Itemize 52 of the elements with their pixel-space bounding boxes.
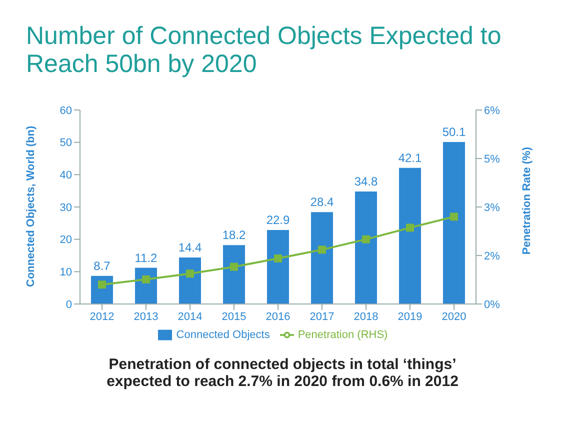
bar [267,230,289,304]
point [406,224,414,232]
bar [179,257,201,304]
y2-axis-title: Penetration Rate (%) [520,146,533,255]
y-tick-label: 0 [66,298,72,311]
legend-label: Connected Objects [176,328,270,341]
bar [355,191,377,304]
data-label: 8.7 [94,258,111,273]
x-tick-label: 2017 [310,310,334,323]
legend-label: Penetration (RHS) [298,328,388,341]
y-axis-title: Connected Objects, World (bn) [24,126,37,287]
chart-title: Number of Connected Objects Expected to Reach 50bn by 2020 [25,21,502,80]
point [186,270,194,278]
bar [399,168,421,304]
y2-tick-label: 2% [484,250,500,262]
y-tick-label: 50 [60,137,72,150]
text: Penetration of connected objects in total ‘things’ expected to reach 2.7% in 2020 from 0.6% in 2012 [106,356,460,390]
y-tick-label: 60 [60,104,72,117]
x-tick-label: 2015 [222,310,246,323]
x-tick-label: 2019 [398,310,422,323]
data-label: 50.1 [442,125,466,140]
point [230,262,238,271]
y2-tick-label: 6% [484,104,500,117]
y2-tick-label: 3% [484,202,500,214]
data-label: 34.8 [354,174,378,188]
bar [443,142,465,304]
y-tick-label: 30 [60,202,72,214]
data-label: 28.4 [310,195,334,210]
x-tick-label: 2014 [178,310,202,323]
x-tick-label: 2013 [134,310,158,323]
point [274,254,282,262]
data-label: 22.9 [266,212,290,227]
x-tick-label: 2012 [90,310,114,323]
y2-tick-label: 0% [484,298,500,311]
point [318,246,326,254]
data-label: 11.2 [134,250,158,265]
y2-tick-label: 5% [484,153,500,166]
bar [311,212,333,304]
y-tick-label: 40 [60,170,72,182]
point [450,212,458,221]
bar [223,245,245,304]
x-tick-label: 2018 [354,310,378,323]
y-tick-label: 10 [60,266,72,279]
y-tick-label: 20 [60,234,72,246]
data-label: 14.4 [178,240,202,254]
point [142,275,150,284]
data-label: 42.1 [398,150,422,165]
point [362,235,370,244]
point [98,280,106,289]
data-label: 18.2 [222,228,246,242]
x-tick-label: 2016 [266,310,290,323]
x-tick-label: 2020 [442,310,466,323]
